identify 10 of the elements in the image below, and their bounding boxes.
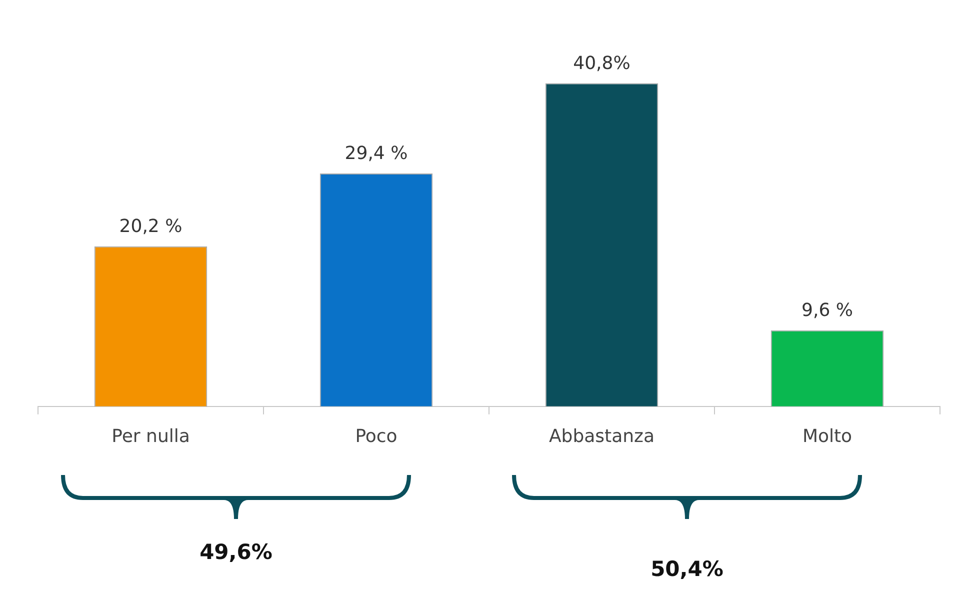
data-label: 29,4 %	[344, 143, 408, 164]
text: 49,6%	[200, 540, 272, 564]
x-tick-label: Poco	[355, 426, 398, 447]
x-tick-label: Molto	[802, 426, 852, 447]
data-label: 20,2 %	[119, 216, 182, 238]
data-label: 9,6 %	[802, 300, 853, 322]
text: 50,4%	[650, 557, 724, 581]
x-tick-label: Abbastanza	[548, 426, 655, 447]
x-tick-label: Per nulla	[112, 426, 190, 447]
data-label: 40,8%	[573, 52, 630, 74]
